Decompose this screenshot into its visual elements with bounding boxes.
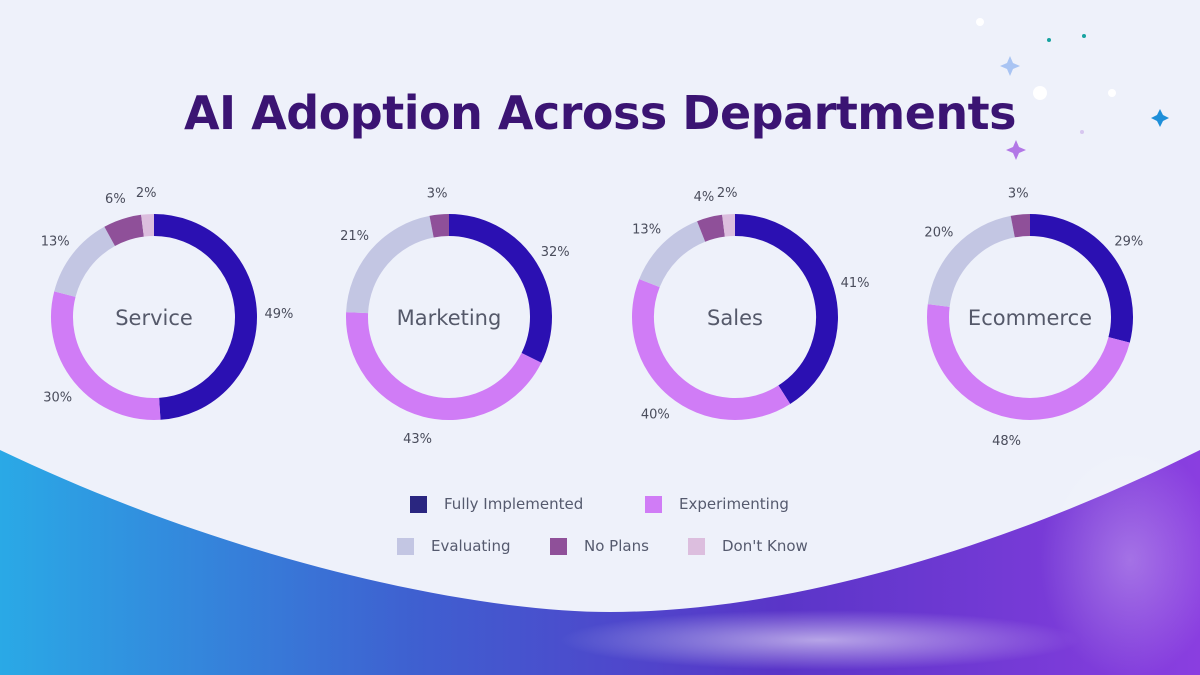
data-label-no-plans: 3% [427, 187, 448, 202]
legend-label: Experimenting [679, 495, 789, 513]
donut-segment-fully-implemented [448, 214, 552, 363]
data-label-experimenting: 30% [43, 391, 72, 406]
donut-segment-experimenting [346, 312, 542, 420]
data-label-experimenting: 48% [992, 434, 1021, 449]
data-label-evaluating: 13% [41, 234, 70, 249]
data-label-dont-know: 2% [136, 186, 157, 201]
donut-segment-fully-implemented [153, 214, 257, 420]
donut-segment-no-plans [697, 214, 726, 242]
donut-segment-fully-implemented [1029, 214, 1133, 343]
legend-label: Fully Implemented [444, 495, 584, 513]
legend-item-experimenting: Experimenting [645, 494, 789, 514]
legend-item-evaluating: Evaluating [397, 536, 511, 556]
donut-center-label: Marketing [397, 306, 502, 330]
data-label-fully-implemented: 29% [1114, 234, 1143, 249]
donut-segment-no-plans [429, 214, 450, 238]
donut-segment-experimenting [927, 304, 1130, 420]
slide-title: AI Adoption Across Departments [183, 86, 1017, 140]
data-label-evaluating: 20% [924, 225, 953, 240]
legend-label: Evaluating [431, 537, 511, 555]
legend-label: Don't Know [722, 537, 808, 555]
donut-center-label: Service [115, 306, 193, 330]
data-label-fully-implemented: 49% [264, 307, 293, 322]
legend-label: No Plans [584, 537, 649, 555]
data-label-no-plans: 3% [1008, 187, 1029, 202]
donut-segment-dont-know [722, 214, 736, 237]
donut-center-label: Ecommerce [968, 306, 1092, 330]
data-label-no-plans: 4% [694, 190, 715, 205]
legend-swatch [645, 495, 662, 513]
donut-segment-dont-know [141, 214, 155, 237]
data-label-experimenting: 40% [641, 407, 670, 422]
data-label-evaluating: 13% [632, 223, 661, 238]
legend-item-fully-implemented: Fully Implemented [410, 494, 583, 514]
donut-center-label: Sales [707, 306, 763, 330]
data-label-fully-implemented: 41% [841, 276, 870, 291]
legend-swatch [397, 537, 414, 555]
legend-item-dont-know: Don't Know [688, 536, 808, 556]
data-label-no-plans: 6% [105, 192, 126, 207]
donut-segment-no-plans [1010, 214, 1031, 238]
donut-segment-experimenting [632, 279, 791, 420]
donut-segment-evaluating [346, 215, 435, 314]
data-label-dont-know: 2% [717, 186, 738, 201]
data-label-fully-implemented: 32% [541, 245, 570, 260]
donut-segment-experimenting [51, 291, 161, 420]
sparkle-decoration [976, 18, 1169, 160]
data-label-evaluating: 21% [340, 229, 369, 244]
legend-swatch [410, 495, 427, 513]
donut-segment-fully-implemented [734, 214, 838, 404]
donut-segment-evaluating [927, 215, 1016, 308]
legend-swatch [550, 537, 567, 555]
legend-swatch [688, 537, 705, 555]
data-label-experimenting: 43% [403, 432, 432, 447]
legend-item-no-plans: No Plans [550, 536, 649, 556]
donut-segment-evaluating [639, 221, 706, 288]
donut-segment-evaluating [54, 226, 116, 298]
donut-segment-no-plans [104, 214, 145, 247]
